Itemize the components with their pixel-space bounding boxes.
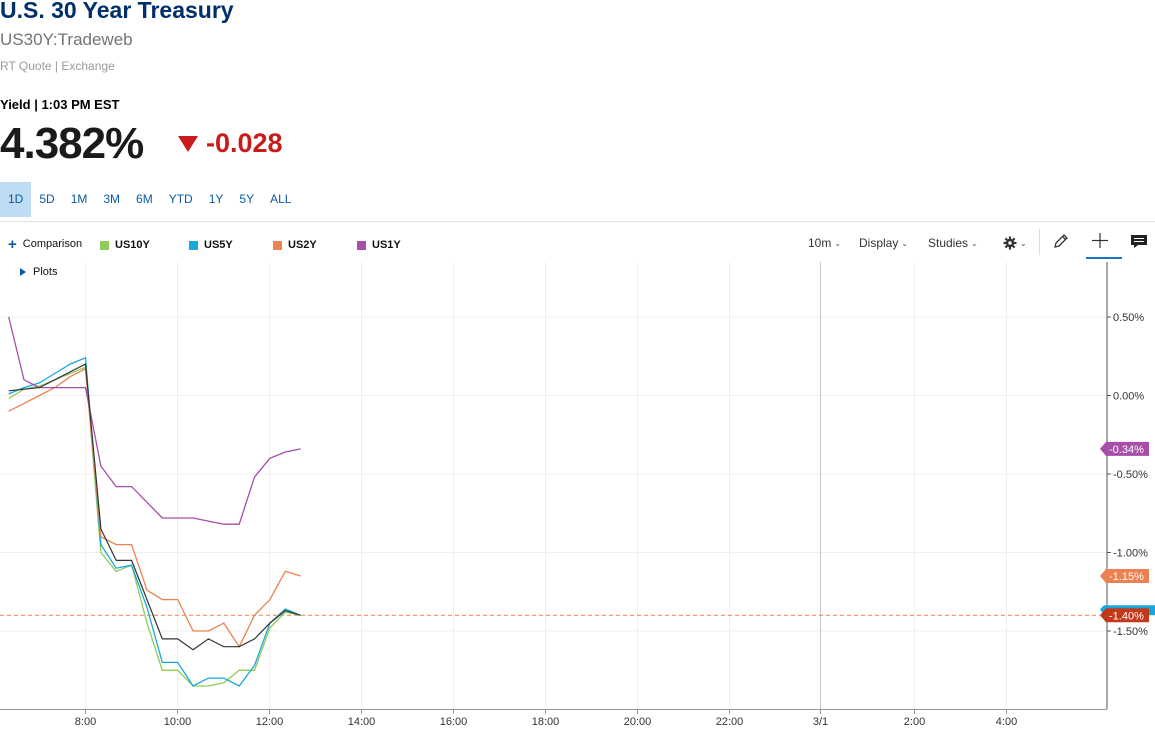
- x-tick-label: 10:00: [164, 716, 192, 728]
- price-change: -0.028: [178, 128, 283, 159]
- legend-us5y[interactable]: US5Y: [189, 239, 233, 251]
- y-tick-label: -1.50%: [1113, 626, 1148, 638]
- interval-label: 10m: [808, 236, 832, 250]
- chart-toolbar: + Comparison US10Y US5Y US2Y US1Y 10m ⌄ …: [0, 236, 1155, 258]
- legend-swatch: [189, 240, 198, 250]
- x-tick-label: 8:00: [75, 716, 96, 728]
- comment-icon[interactable]: [1130, 234, 1148, 250]
- x-tick-label: 22:00: [716, 716, 744, 728]
- range-3m[interactable]: 3M: [103, 192, 121, 206]
- range-5d[interactable]: 5D: [39, 192, 55, 206]
- plots-label: Plots: [33, 266, 58, 278]
- range-1y[interactable]: 1Y: [208, 192, 224, 206]
- legend-swatch: [357, 240, 366, 250]
- studies-dropdown[interactable]: Studies ⌄: [928, 236, 978, 250]
- legend-us10y[interactable]: US10Y: [100, 239, 150, 251]
- interval-dropdown[interactable]: 10m ⌄: [808, 236, 841, 250]
- toolbar-separator: [1039, 229, 1040, 255]
- chevron-down-icon: ⌄: [971, 238, 978, 248]
- range-ytd[interactable]: YTD: [168, 192, 193, 206]
- series-line-us10y: [8, 366, 301, 687]
- range-all[interactable]: ALL: [270, 192, 292, 206]
- range-selector: 1D 5D 1M 3M 6M YTD 1Y 5Y ALL: [0, 182, 299, 217]
- current-price: 4.382%: [0, 119, 144, 168]
- end-label-bg: [1100, 441, 1149, 456]
- legend-us2y[interactable]: US2Y: [273, 239, 317, 251]
- chevron-down-icon: ⌄: [834, 238, 842, 248]
- triangle-down-icon: [178, 135, 198, 152]
- end-label-text: -1.15%: [1109, 571, 1144, 583]
- studies-label: Studies: [928, 236, 969, 250]
- legend-us1y[interactable]: US1Y: [357, 239, 401, 251]
- end-label-text: -1.40%: [1109, 610, 1144, 622]
- end-label-us2y: -1.15%: [1100, 569, 1149, 584]
- series-line-us1y: [8, 316, 301, 525]
- display-label: Display: [859, 236, 899, 250]
- legend-label: US2Y: [288, 239, 317, 251]
- y-tick-label: 0.50%: [1113, 312, 1144, 324]
- x-tick-label: 12:00: [256, 716, 284, 728]
- x-tick-label: 3/1: [813, 716, 828, 728]
- triangle-right-icon: [20, 268, 26, 276]
- change-value: -0.028: [206, 128, 283, 158]
- end-label-us30y: -1.40%: [1100, 605, 1155, 623]
- quote-source: RT Quote | Exchange: [0, 59, 115, 73]
- chevron-down-icon: ⌄: [901, 238, 909, 248]
- x-tick-label: 20:00: [624, 716, 652, 728]
- range-6m[interactable]: 6M: [136, 192, 153, 206]
- yield-timestamp: Yield | 1:03 PM EST: [0, 97, 120, 112]
- x-tick-label: 4:00: [996, 716, 1017, 728]
- divider: [0, 221, 1155, 222]
- symbol-label: US30Y:Tradeweb: [0, 30, 133, 49]
- y-tick-label: -0.50%: [1113, 469, 1148, 481]
- pencil-icon[interactable]: [1052, 232, 1070, 250]
- series-line-us30y: [8, 363, 301, 651]
- x-tick-label: 16:00: [440, 716, 468, 728]
- crosshair-icon[interactable]: [1086, 231, 1122, 259]
- x-tick-label: 14:00: [348, 716, 376, 728]
- range-5y[interactable]: 5Y: [239, 192, 255, 206]
- range-1m[interactable]: 1M: [70, 192, 88, 206]
- legend-swatch: [100, 240, 109, 250]
- legend-label: US10Y: [115, 239, 150, 251]
- x-tick-label: 2:00: [904, 716, 925, 728]
- gear-icon: [1003, 236, 1017, 250]
- plots-toggle[interactable]: Plots: [20, 266, 57, 278]
- range-1d[interactable]: 1D: [0, 182, 32, 217]
- comparison-button[interactable]: + Comparison: [8, 235, 83, 253]
- legend-label: US5Y: [204, 239, 233, 251]
- series-line-us2y: [8, 367, 301, 649]
- legend-swatch: [273, 240, 282, 250]
- y-tick-label: -1.00%: [1113, 548, 1148, 560]
- y-tick-label: 0.00%: [1113, 391, 1144, 403]
- x-tick-label: 18:00: [532, 716, 560, 728]
- series-line-us5y: [8, 356, 301, 687]
- end-label-us1y: -0.34%: [1100, 441, 1149, 456]
- chevron-down-icon: ⌄: [1020, 238, 1027, 248]
- display-dropdown[interactable]: Display ⌄: [859, 236, 908, 250]
- comparison-label: Comparison: [22, 238, 83, 250]
- end-label-bg: [1100, 608, 1149, 623]
- legend-label: US1Y: [372, 239, 401, 251]
- end-label-bg: [1100, 569, 1149, 584]
- plus-icon: +: [8, 235, 17, 253]
- settings-dropdown[interactable]: ⌄: [1003, 236, 1027, 250]
- end-label-text: -0.34%: [1109, 444, 1144, 456]
- page-title: U.S. 30 Year Treasury: [0, 0, 234, 23]
